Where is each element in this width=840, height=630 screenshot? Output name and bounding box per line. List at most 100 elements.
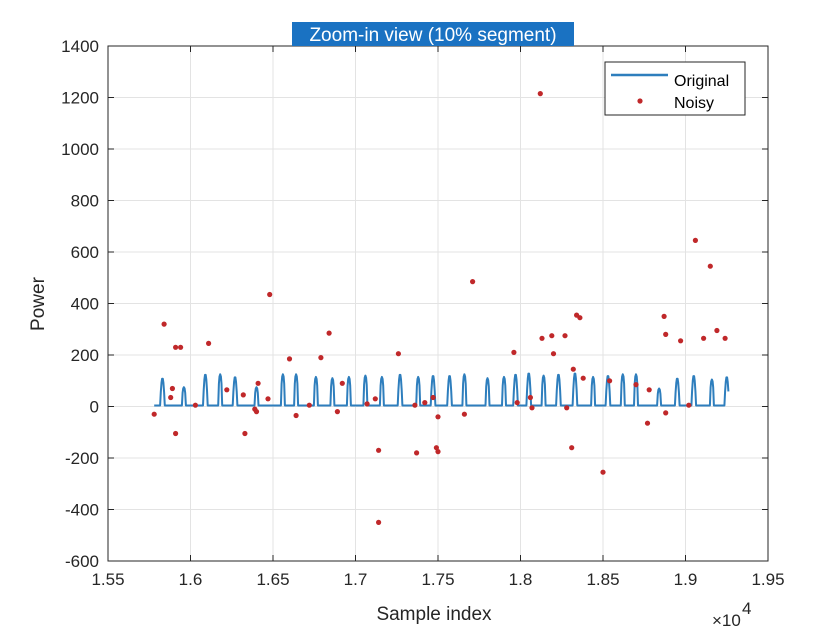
noisy-point (224, 387, 230, 393)
noisy-point (161, 321, 167, 327)
noisy-point (678, 338, 684, 344)
x-tick-label: 1.85 (586, 570, 619, 589)
chart-title: Zoom-in view (10% segment) (309, 25, 556, 46)
title-highlight (292, 22, 574, 46)
y-tick-label: 1200 (61, 89, 99, 108)
x-tick-label: 1.55 (91, 570, 124, 589)
series-line-original (153, 372, 730, 407)
y-tick-label: 1400 (61, 37, 99, 56)
noisy-point (168, 394, 174, 401)
noisy-point (265, 396, 271, 402)
noisy-point (577, 315, 583, 321)
y-tick-label: -600 (65, 552, 99, 571)
tick-marks (107, 45, 769, 562)
legend-swatch-noisy (637, 98, 643, 104)
noisy-point (169, 385, 175, 392)
y-tick-label: -400 (65, 501, 99, 520)
noisy-point (267, 291, 273, 298)
noisy-point (539, 335, 545, 341)
noisy-point (372, 396, 378, 402)
noisy-point (151, 411, 157, 417)
noisy-point (461, 411, 467, 417)
x-tick-label: 1.75 (421, 570, 454, 589)
x-axis-label: Sample index (376, 604, 492, 625)
noisy-point (376, 447, 382, 453)
grid-lines (107, 45, 769, 562)
x-tick-label: 1.6 (179, 570, 203, 589)
legend: Original Noisy (604, 61, 746, 116)
noisy-point (570, 366, 576, 372)
noisy-point (550, 351, 557, 357)
y-tick-label: 200 (71, 346, 99, 365)
noisy-point (663, 331, 669, 337)
noisy-point (527, 394, 534, 401)
y-tick-label: 1000 (61, 140, 99, 159)
noisy-point (714, 327, 720, 334)
x-exponent-base: ×10 (712, 611, 741, 630)
noisy-point (395, 351, 401, 357)
noisy-point (326, 330, 332, 336)
noisy-point (564, 405, 570, 411)
x-tick-label: 1.7 (344, 570, 368, 589)
noisy-point (529, 405, 535, 411)
noisy-point (339, 380, 345, 386)
noisy-point (318, 355, 324, 361)
noisy-point (240, 392, 246, 398)
x-tick-labels: 1.55 1.6 1.65 1.7 1.75 1.8 1.85 1.9 1.95 (91, 570, 784, 589)
legend-box (604, 61, 746, 116)
noisy-point (707, 263, 713, 269)
noisy-point (686, 402, 692, 408)
noisy-point (569, 445, 575, 451)
noisy-point (412, 402, 418, 408)
noisy-point (562, 333, 568, 339)
x-tick-label: 1.65 (256, 570, 289, 589)
y-axis-label: Power (28, 276, 49, 331)
noisy-point (433, 445, 439, 451)
noisy-point (549, 333, 555, 339)
noisy-point (414, 450, 420, 456)
noisy-point (253, 409, 260, 415)
noisy-point (644, 420, 651, 426)
y-tick-label: -200 (65, 449, 99, 468)
y-tick-labels: -600 -400 -200 0 200 400 600 800 1000 1200 1400 (61, 37, 99, 571)
legend-label-noisy: Noisy (674, 95, 714, 112)
noisy-point (701, 335, 707, 341)
noisy-point (364, 401, 370, 407)
y-tick-label: 800 (71, 192, 99, 211)
data-series (151, 91, 730, 526)
noisy-point (580, 375, 586, 381)
noisy-point (430, 394, 436, 401)
noisy-point (334, 409, 340, 415)
noisy-point (600, 469, 606, 475)
noisy-point (607, 378, 613, 384)
noisy-point (435, 414, 441, 420)
noisy-point (661, 313, 667, 319)
noisy-point (178, 344, 184, 350)
x-tick-label: 1.9 (674, 570, 698, 589)
noisy-point (511, 349, 517, 355)
noisy-point (663, 410, 669, 416)
noisy-point (633, 382, 639, 388)
noisy-point (422, 400, 428, 406)
noisy-point (173, 430, 179, 437)
noisy-point (242, 430, 248, 437)
y-tick-label: 600 (71, 243, 99, 262)
noisy-point (206, 340, 212, 346)
legend-label-original: Original (674, 73, 729, 90)
noisy-point (255, 380, 261, 386)
x-exponent-power: 4 (742, 599, 751, 618)
noisy-point (173, 344, 179, 350)
noisy-point (722, 335, 728, 341)
noisy-point (192, 402, 198, 408)
noisy-point (514, 400, 520, 406)
noisy-point (293, 412, 299, 419)
noisy-point (692, 237, 699, 243)
noisy-point (470, 279, 476, 285)
noisy-point (537, 91, 543, 97)
noisy-point (435, 449, 441, 455)
y-tick-label: 0 (90, 398, 99, 417)
x-tick-label: 1.8 (509, 570, 533, 589)
noisy-point (376, 519, 382, 526)
